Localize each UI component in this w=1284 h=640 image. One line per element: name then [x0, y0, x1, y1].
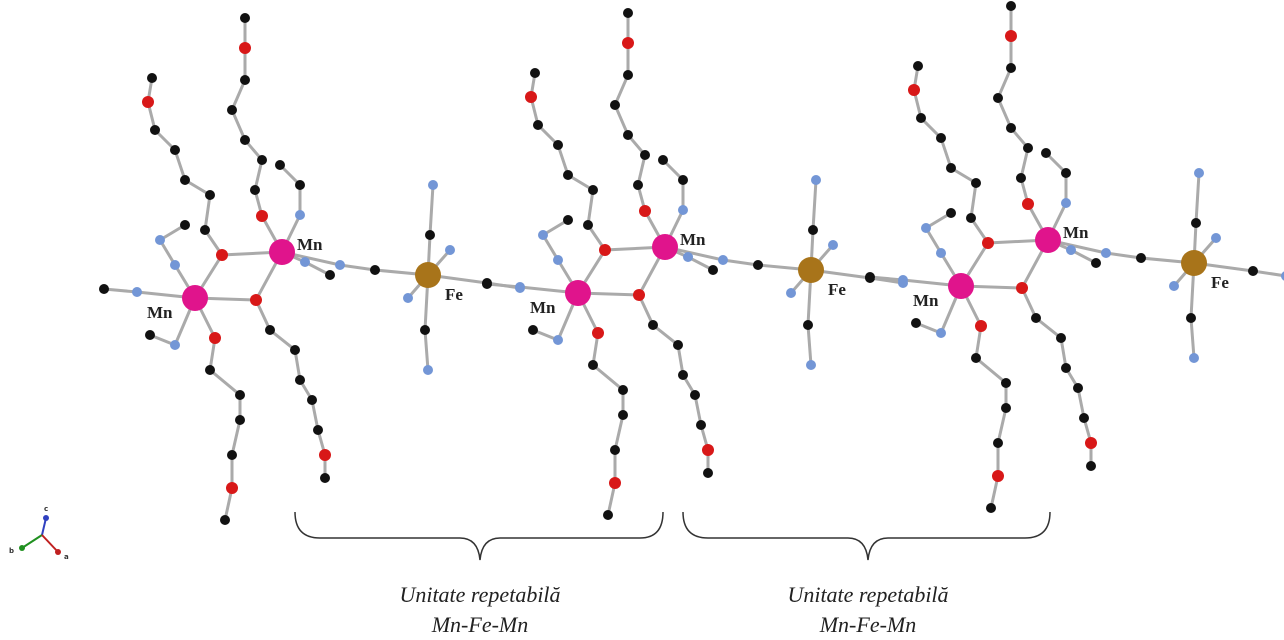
caption: Mn-Fe-Mn: [819, 612, 917, 637]
atom-label: Fe: [445, 285, 463, 304]
caption: Unitate repetabilă: [787, 582, 948, 607]
axis-label: a: [64, 553, 69, 561]
atom-label: Mn: [1063, 223, 1089, 242]
bracket: [294, 511, 664, 561]
caption: Mn-Fe-Mn: [431, 612, 529, 637]
axis-label: b: [9, 547, 14, 555]
atom-label: Mn: [913, 291, 939, 310]
axis-label: c: [44, 505, 48, 513]
repeat-structure: [97, 11, 527, 527]
atom-label: Mn: [530, 298, 556, 317]
repeat-structure: [480, 6, 910, 522]
atom-label: Mn: [297, 235, 323, 254]
caption: Unitate repetabilă: [399, 582, 560, 607]
atom-label: Mn: [680, 230, 706, 249]
axes-icon: c b a: [9, 505, 69, 561]
atom-label: Fe: [828, 280, 846, 299]
repeat-structure: [863, 0, 1284, 515]
atom-label: Mn: [147, 303, 173, 322]
atom-label: Fe: [1211, 273, 1229, 292]
bracket: [682, 511, 1051, 561]
